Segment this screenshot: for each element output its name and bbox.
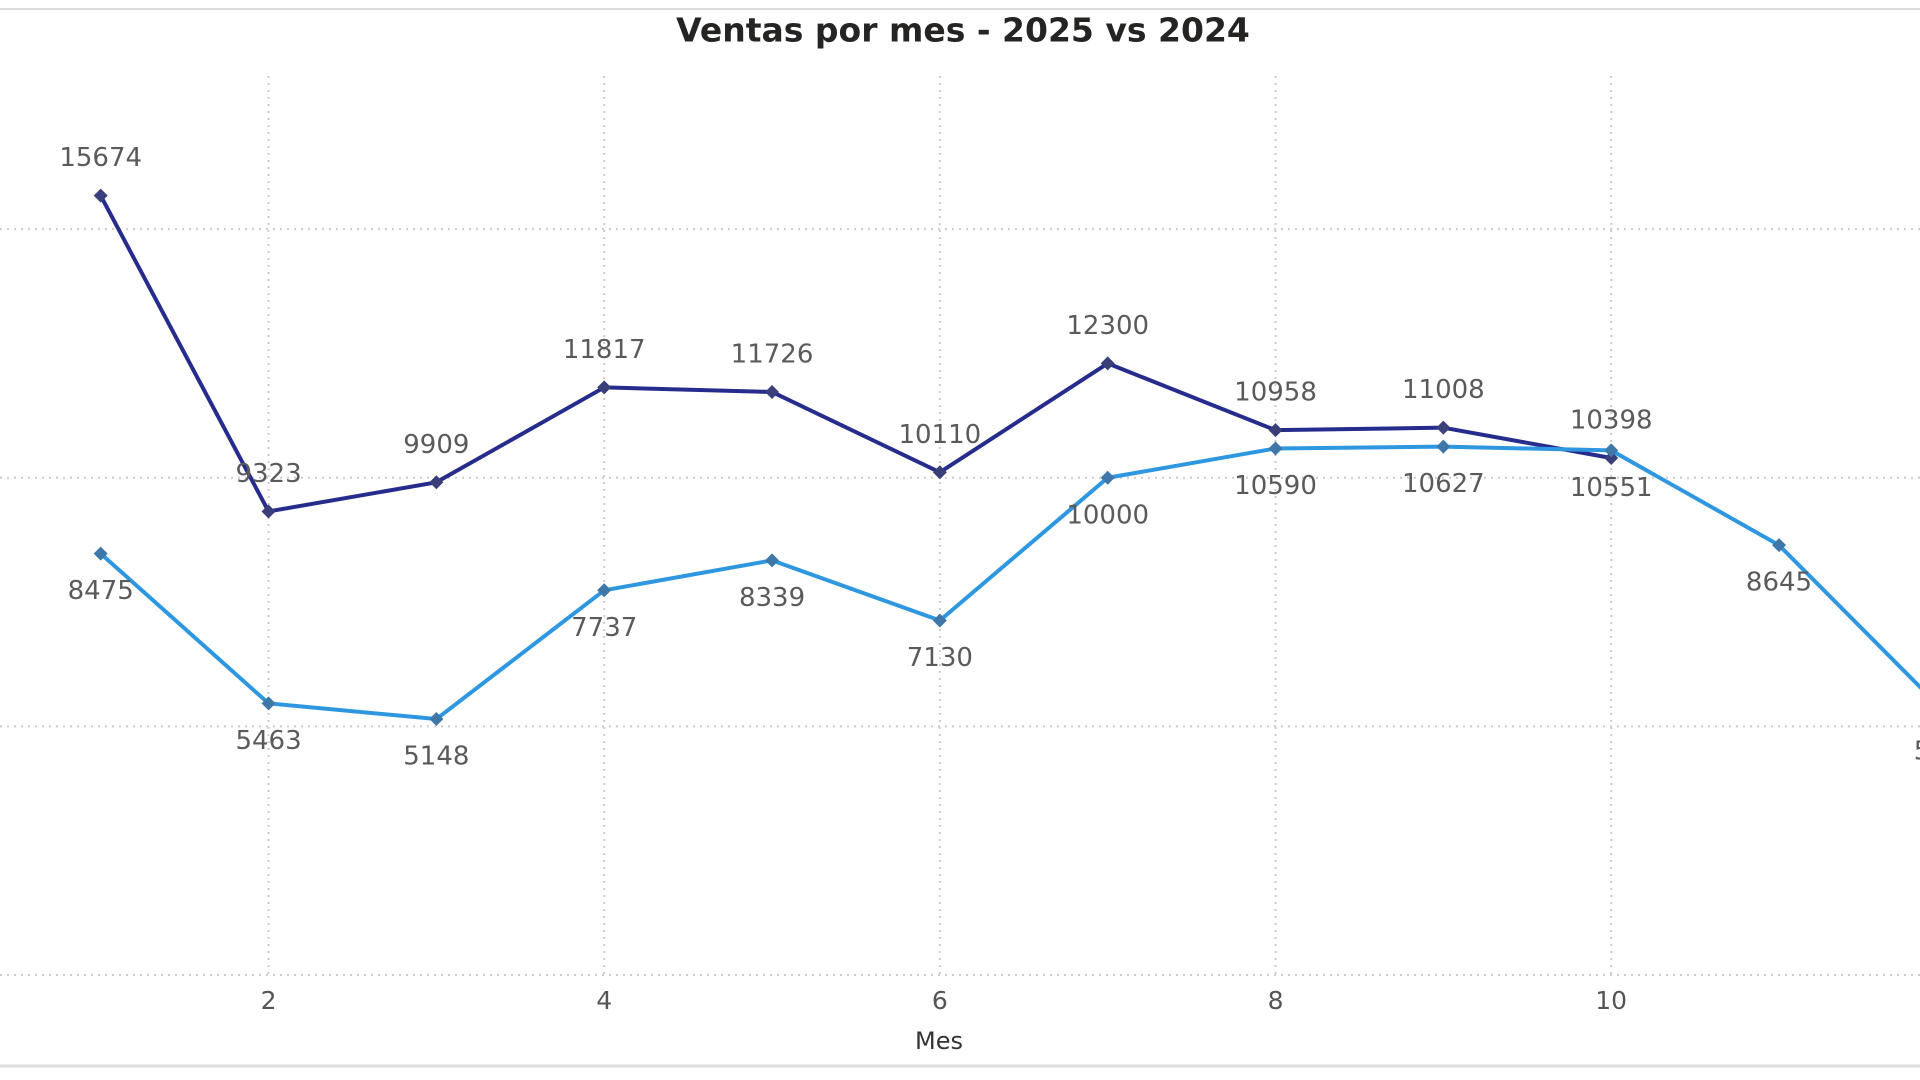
data-label: 10000 — [1066, 500, 1149, 530]
data-label: 10398 — [1570, 405, 1653, 435]
point-marker — [597, 583, 612, 598]
data-label: 9909 — [403, 430, 469, 460]
data-label: 11008 — [1402, 375, 1485, 405]
point-marker — [1268, 441, 1283, 456]
data-label: 15674 — [59, 143, 142, 173]
point-marker — [93, 546, 108, 561]
point-marker — [429, 475, 444, 490]
x-tick-label: 4 — [596, 986, 612, 1015]
data-label: 10110 — [899, 420, 982, 450]
data-label: 11817 — [563, 335, 646, 365]
point-marker — [1604, 450, 1619, 465]
point-marker — [1436, 420, 1451, 435]
point-marker — [597, 380, 612, 395]
point-marker — [932, 465, 947, 480]
x-tick-label: 2 — [261, 986, 277, 1015]
data-label: 5250 — [1914, 736, 1920, 766]
point-marker — [1772, 538, 1787, 553]
x-tick-label: 8 — [1268, 986, 1284, 1015]
data-label: 7737 — [571, 613, 637, 643]
point-marker — [1436, 439, 1451, 454]
data-label: 9323 — [235, 459, 301, 489]
point-marker — [93, 188, 108, 203]
grid: 2 4 6 8 10 — [0, 76, 1920, 1015]
data-label: 8475 — [68, 576, 134, 606]
data-label: 5463 — [235, 726, 301, 756]
point-marker — [1604, 443, 1619, 458]
point-marker — [1268, 423, 1283, 438]
x-tick-label: 6 — [932, 986, 948, 1015]
data-label: 12300 — [1066, 311, 1149, 341]
data-label: 10551 — [1570, 473, 1653, 503]
point-marker — [1100, 470, 1115, 485]
point-marker — [261, 504, 276, 519]
data-label: 8339 — [739, 583, 805, 613]
point-marker — [261, 696, 276, 711]
series-line — [98, 194, 1612, 514]
series-line — [99, 444, 1920, 722]
plot-area: 15674 9323 9909 11817 11726 10110 12300 10958 11… — [59, 143, 1920, 772]
x-tick-label: 10 — [1595, 986, 1627, 1015]
chart-title: Ventas por mes - 2025 vs 2024 — [676, 11, 1250, 50]
point-marker — [765, 384, 780, 399]
data-label: 7130 — [907, 643, 973, 673]
point-marker — [1100, 356, 1115, 371]
point-marker — [429, 712, 444, 727]
point-marker — [765, 553, 780, 568]
data-label: 5148 — [403, 742, 469, 772]
point-marker — [932, 613, 947, 628]
data-label: 10958 — [1234, 378, 1317, 408]
data-label: 8645 — [1746, 568, 1812, 598]
data-label: 11726 — [731, 339, 814, 369]
data-label: 10590 — [1234, 471, 1317, 501]
x-axis-label: Mes — [915, 1027, 963, 1055]
data-label: 10627 — [1402, 469, 1485, 499]
